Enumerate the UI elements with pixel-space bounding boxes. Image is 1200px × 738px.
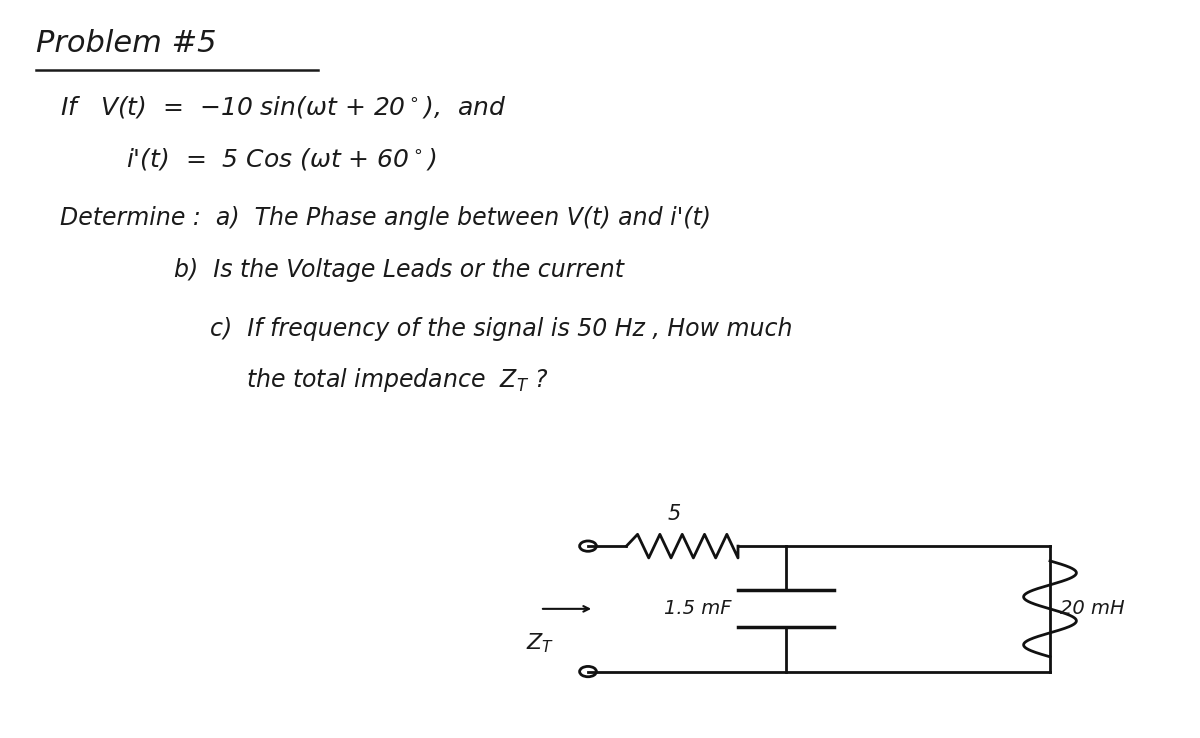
Text: i'(t)  =  5 Cos ($\omega$t + 60$^\circ$): i'(t) = 5 Cos ($\omega$t + 60$^\circ$) [126,145,437,171]
Text: c)  If frequency of the signal is 50 Hz , How much: c) If frequency of the signal is 50 Hz ,… [210,317,792,341]
Text: Determine :  a)  The Phase angle between V(t) and i'(t): Determine : a) The Phase angle between V… [60,206,710,230]
Text: the total impedance  $Z_T$ ?: the total impedance $Z_T$ ? [246,367,548,394]
Text: $Z_T$: $Z_T$ [526,632,554,655]
Text: 5: 5 [667,504,682,524]
Text: b)  Is the Voltage Leads or the current: b) Is the Voltage Leads or the current [174,258,624,282]
Text: 20 mH: 20 mH [1060,599,1124,618]
Text: If   V(t)  =  $-$10 sin($\omega$t + 20$^\circ$),  and: If V(t) = $-$10 sin($\omega$t + 20$^\cir… [60,94,506,120]
Text: 1.5 mF: 1.5 mF [665,599,732,618]
Text: Problem #5: Problem #5 [36,29,216,58]
